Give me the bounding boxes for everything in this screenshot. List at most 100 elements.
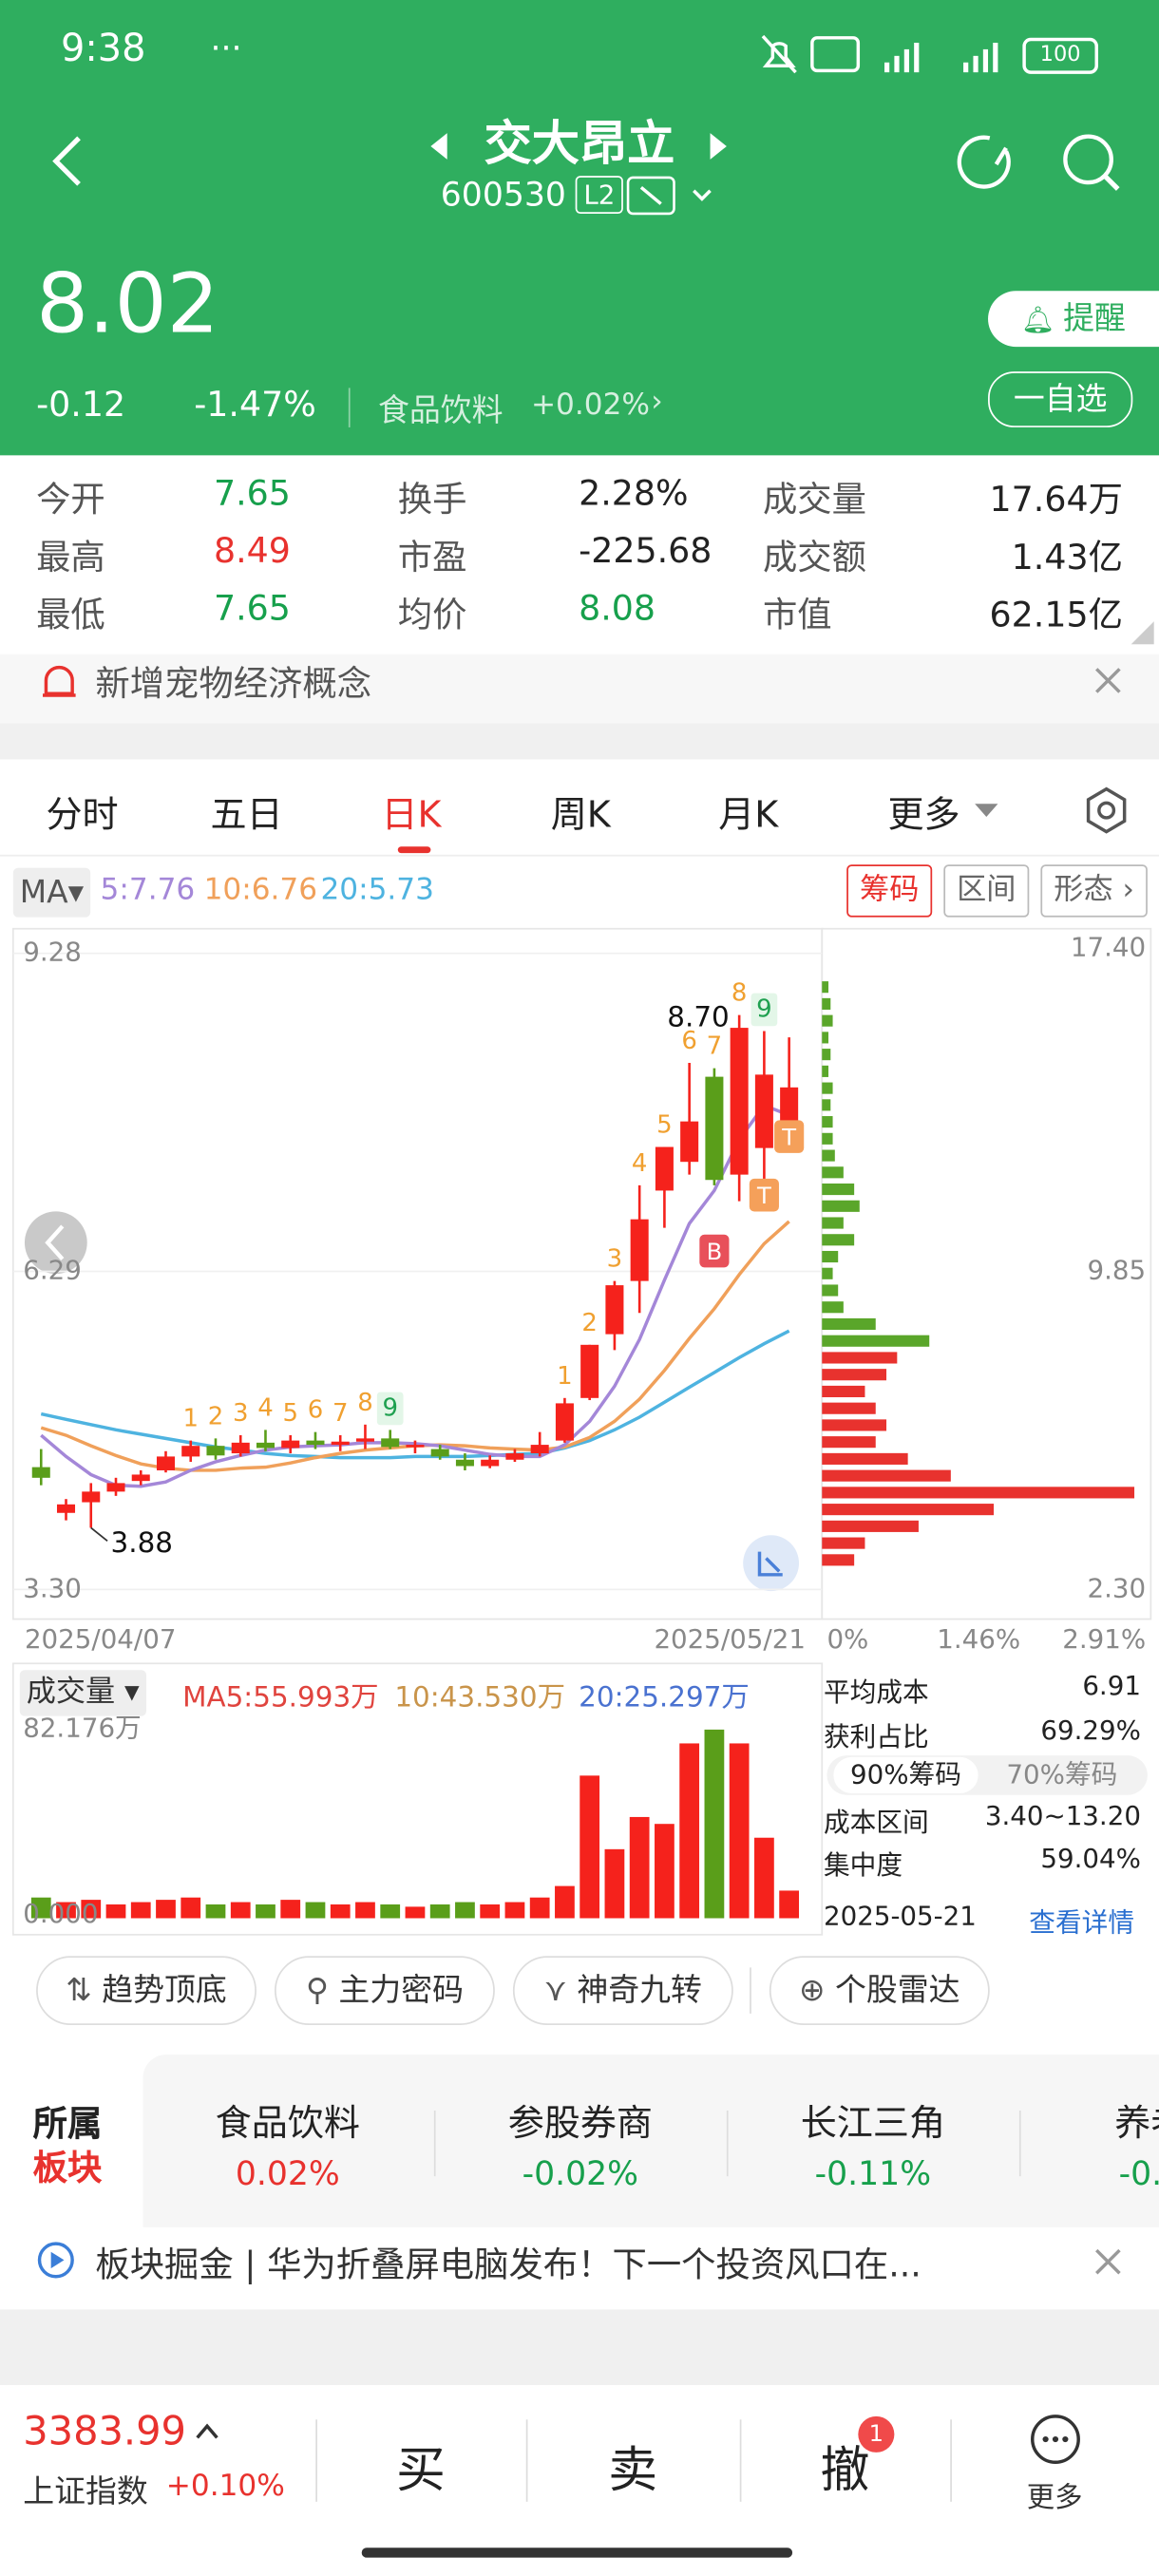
- candle-body: [256, 1442, 275, 1449]
- ma-selector[interactable]: MA▾: [12, 867, 91, 918]
- alert-button[interactable]: 🔔︎ 提醒: [988, 291, 1159, 348]
- chip-bar: [822, 1267, 833, 1279]
- candle-body: [730, 1028, 749, 1175]
- sector-pct[interactable]: -0.02%: [522, 2152, 639, 2193]
- news-text[interactable]: 板块掘金 | 华为折叠屏电脑发布！下一个投资风口在...: [95, 2245, 922, 2285]
- volume-bar: [504, 1902, 525, 1919]
- sector-name[interactable]: 养老: [1114, 2104, 1159, 2146]
- chip-bar: [822, 1469, 951, 1482]
- period-tab[interactable]: 周K: [550, 795, 611, 837]
- notice-bar: [0, 653, 1159, 724]
- sector-pct[interactable]: 0.02%: [235, 2152, 340, 2193]
- stat-value: 2.28%: [579, 473, 689, 513]
- sector-name[interactable]: 食品饮料: [215, 2104, 360, 2146]
- chip-stat-label: 集中度: [823, 1848, 903, 1881]
- toggle-90[interactable]: 90%筹码: [833, 1756, 978, 1793]
- stat-value: 62.15亿: [989, 595, 1123, 635]
- notice-close[interactable]: [1093, 666, 1123, 695]
- sector-pct[interactable]: -0.1: [1118, 2152, 1159, 2193]
- td-count: 9: [382, 1393, 398, 1422]
- vol-ma5: MA5:55.993万: [182, 1681, 379, 1714]
- sector-name[interactable]: 长江三角: [800, 2104, 946, 2146]
- ma-selector-label: MA: [19, 874, 68, 911]
- buy-button[interactable]: 买: [396, 2442, 446, 2501]
- tool-icon: ⇅: [66, 1972, 103, 2009]
- period-tab[interactable]: 五日: [210, 795, 283, 837]
- volume-bar: [130, 1902, 151, 1919]
- volume-bar: [679, 1743, 700, 1919]
- volume-bar: [56, 1902, 76, 1919]
- volume-selector[interactable]: 成交量 ▾: [19, 1670, 146, 1716]
- more-caret: [975, 804, 998, 818]
- chip-bar: [822, 1352, 898, 1364]
- td-count: 8: [732, 979, 748, 1008]
- scroll-left[interactable]: [24, 1211, 87, 1275]
- toggle-70[interactable]: 70%筹码: [1006, 1758, 1118, 1790]
- watch-button[interactable]: 一自选: [988, 371, 1133, 427]
- chip-stat-value: 59.04%: [1040, 1842, 1141, 1874]
- settings-icon[interactable]: [1082, 786, 1131, 835]
- price-change: -0.12: [36, 384, 126, 425]
- sector-pct[interactable]: -0.11%: [814, 2152, 932, 2193]
- chip-stat-value: 3.40~13.20: [984, 1799, 1141, 1831]
- period-tab[interactable]: 分时: [46, 795, 119, 837]
- notice-icon: [42, 665, 76, 697]
- sector-pct[interactable]: +0.02%: [530, 388, 651, 423]
- chip-detail[interactable]: 查看详情: [1029, 1906, 1135, 1939]
- header-actions[interactable]: [950, 128, 1130, 198]
- signal-label: T: [781, 1124, 796, 1150]
- td-count: 4: [632, 1149, 648, 1178]
- back-button[interactable]: [46, 131, 95, 190]
- notice-text[interactable]: 新增宠物经济概念: [95, 664, 372, 704]
- end-date: 2025/05/21: [654, 1623, 806, 1655]
- chip-bar: [822, 1250, 839, 1263]
- chip-bar: [822, 1504, 995, 1516]
- news-close[interactable]: [1093, 2247, 1123, 2277]
- tool-icon: ⚲: [305, 1972, 339, 2009]
- more-label[interactable]: 更多: [1026, 2482, 1083, 2515]
- chip-stat-value: 69.29%: [1040, 1714, 1141, 1746]
- level-extra[interactable]: [621, 174, 720, 217]
- td-count: 6: [308, 1396, 324, 1425]
- tool-button[interactable]: ⚲ 主力密码: [274, 1956, 495, 2025]
- tool-button[interactable]: ⋎ 神奇九转: [512, 1956, 733, 2025]
- period-tab[interactable]: 日K: [381, 795, 442, 837]
- volume-bar: [81, 1900, 102, 1919]
- range-button[interactable]: 区间: [943, 864, 1030, 918]
- tool-button[interactable]: ⇅ 趋势顶底: [36, 1956, 256, 2025]
- td-count: 2: [581, 1309, 598, 1337]
- sector-divider: [726, 2110, 729, 2177]
- sell-button[interactable]: 卖: [608, 2442, 658, 2501]
- tool-button[interactable]: ⊕ 个股雷达: [769, 1956, 990, 2025]
- stock-name: 交大昂立: [484, 115, 675, 171]
- candle-body: [505, 1453, 524, 1460]
- index-name: 上证指数: [23, 2473, 148, 2510]
- candle-body: [580, 1344, 599, 1398]
- chip-bar: [822, 981, 829, 994]
- sector-name[interactable]: 参股券商: [507, 2104, 654, 2146]
- volume-bar: [355, 1902, 375, 1919]
- chip-bar: [822, 1452, 908, 1465]
- chip-button[interactable]: 筹码: [846, 864, 933, 918]
- divider: [750, 1967, 751, 2014]
- period-tab[interactable]: 月K: [718, 795, 779, 837]
- sector-name[interactable]: 食品饮料: [378, 392, 504, 429]
- volume-bar: [305, 1902, 326, 1919]
- cancel-button[interactable]: 撤: [820, 2442, 870, 2501]
- index-value[interactable]: 3383.99: [23, 2408, 186, 2454]
- period-tab[interactable]: 更多: [887, 795, 960, 837]
- more-icon[interactable]: [1029, 2413, 1081, 2465]
- low-pointer: [90, 1526, 108, 1542]
- prev-next-arrows[interactable]: [424, 128, 736, 164]
- volume-bar: [429, 1904, 450, 1919]
- signal-box: [749, 1178, 779, 1212]
- volume-bar: [655, 1824, 674, 1919]
- candle-body: [605, 1285, 624, 1335]
- chip-bar: [822, 1284, 839, 1297]
- stat-label: 换手: [397, 480, 467, 520]
- chip-bar: [822, 1554, 855, 1566]
- pattern-button[interactable]: 形态 ›: [1040, 864, 1148, 918]
- chip-bar: [822, 1049, 831, 1061]
